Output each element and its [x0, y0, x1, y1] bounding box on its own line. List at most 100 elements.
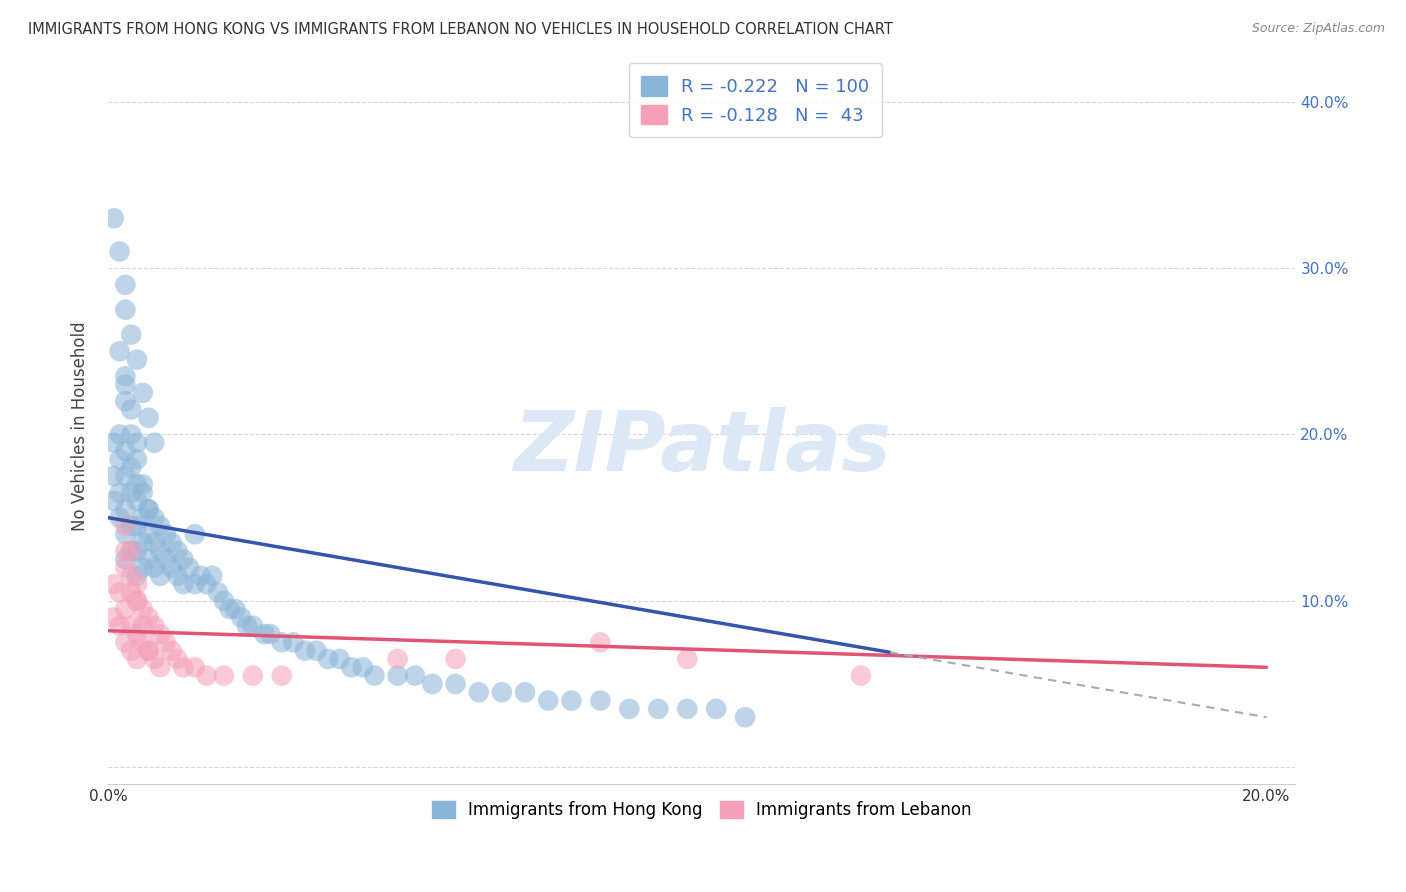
Point	[195, 668, 218, 682]
Point	[647, 702, 669, 716]
Point	[125, 627, 148, 641]
Point	[114, 560, 136, 574]
Point	[108, 510, 131, 524]
Point	[316, 652, 339, 666]
Point	[125, 577, 148, 591]
Point	[125, 652, 148, 666]
Point	[387, 668, 409, 682]
Point	[120, 618, 142, 632]
Point	[218, 602, 240, 616]
Point	[422, 677, 444, 691]
Point	[138, 410, 160, 425]
Point	[231, 610, 253, 624]
Point	[444, 677, 467, 691]
Point	[120, 485, 142, 500]
Point	[143, 435, 166, 450]
Point	[201, 569, 224, 583]
Point	[114, 552, 136, 566]
Point	[849, 668, 872, 682]
Point	[114, 469, 136, 483]
Point	[676, 652, 699, 666]
Point	[195, 577, 218, 591]
Point	[138, 552, 160, 566]
Point	[114, 277, 136, 292]
Point	[132, 385, 155, 400]
Point	[294, 643, 316, 657]
Point	[114, 377, 136, 392]
Point	[108, 344, 131, 359]
Point	[143, 560, 166, 574]
Point	[619, 702, 641, 716]
Point	[444, 652, 467, 666]
Text: ZIPatlas: ZIPatlas	[513, 407, 890, 488]
Point	[138, 610, 160, 624]
Point	[212, 594, 235, 608]
Point	[120, 402, 142, 417]
Point	[404, 668, 426, 682]
Point	[120, 585, 142, 599]
Point	[103, 435, 125, 450]
Point	[224, 602, 246, 616]
Point	[270, 668, 292, 682]
Point	[676, 702, 699, 716]
Point	[103, 610, 125, 624]
Legend: Immigrants from Hong Kong, Immigrants from Lebanon: Immigrants from Hong Kong, Immigrants fr…	[425, 794, 979, 825]
Point	[138, 643, 160, 657]
Point	[114, 394, 136, 409]
Point	[120, 519, 142, 533]
Point	[253, 627, 276, 641]
Point	[704, 702, 727, 716]
Y-axis label: No Vehicles in Household: No Vehicles in Household	[72, 321, 89, 531]
Point	[242, 668, 264, 682]
Point	[155, 635, 177, 649]
Point	[114, 635, 136, 649]
Point	[125, 519, 148, 533]
Point	[125, 352, 148, 367]
Point	[155, 527, 177, 541]
Point	[207, 585, 229, 599]
Point	[125, 477, 148, 491]
Point	[138, 502, 160, 516]
Point	[184, 577, 207, 591]
Point	[125, 494, 148, 508]
Point	[120, 569, 142, 583]
Point	[149, 519, 172, 533]
Point	[114, 444, 136, 458]
Point	[132, 635, 155, 649]
Point	[259, 627, 281, 641]
Point	[149, 660, 172, 674]
Point	[589, 693, 612, 707]
Point	[734, 710, 756, 724]
Point	[108, 618, 131, 632]
Point	[120, 460, 142, 475]
Point	[143, 618, 166, 632]
Point	[125, 544, 148, 558]
Point	[143, 510, 166, 524]
Point	[103, 469, 125, 483]
Point	[177, 560, 200, 574]
Point	[166, 569, 188, 583]
Point	[114, 302, 136, 317]
Point	[132, 560, 155, 574]
Point	[125, 594, 148, 608]
Point	[560, 693, 582, 707]
Point	[114, 544, 136, 558]
Point	[242, 618, 264, 632]
Point	[172, 552, 194, 566]
Point	[132, 602, 155, 616]
Point	[114, 527, 136, 541]
Point	[305, 643, 328, 657]
Point	[236, 618, 259, 632]
Point	[138, 502, 160, 516]
Point	[329, 652, 352, 666]
Point	[160, 535, 183, 549]
Point	[467, 685, 489, 699]
Point	[166, 652, 188, 666]
Point	[132, 510, 155, 524]
Text: Source: ZipAtlas.com: Source: ZipAtlas.com	[1251, 22, 1385, 36]
Point	[114, 519, 136, 533]
Point	[166, 544, 188, 558]
Point	[340, 660, 363, 674]
Point	[172, 660, 194, 674]
Point	[120, 327, 142, 342]
